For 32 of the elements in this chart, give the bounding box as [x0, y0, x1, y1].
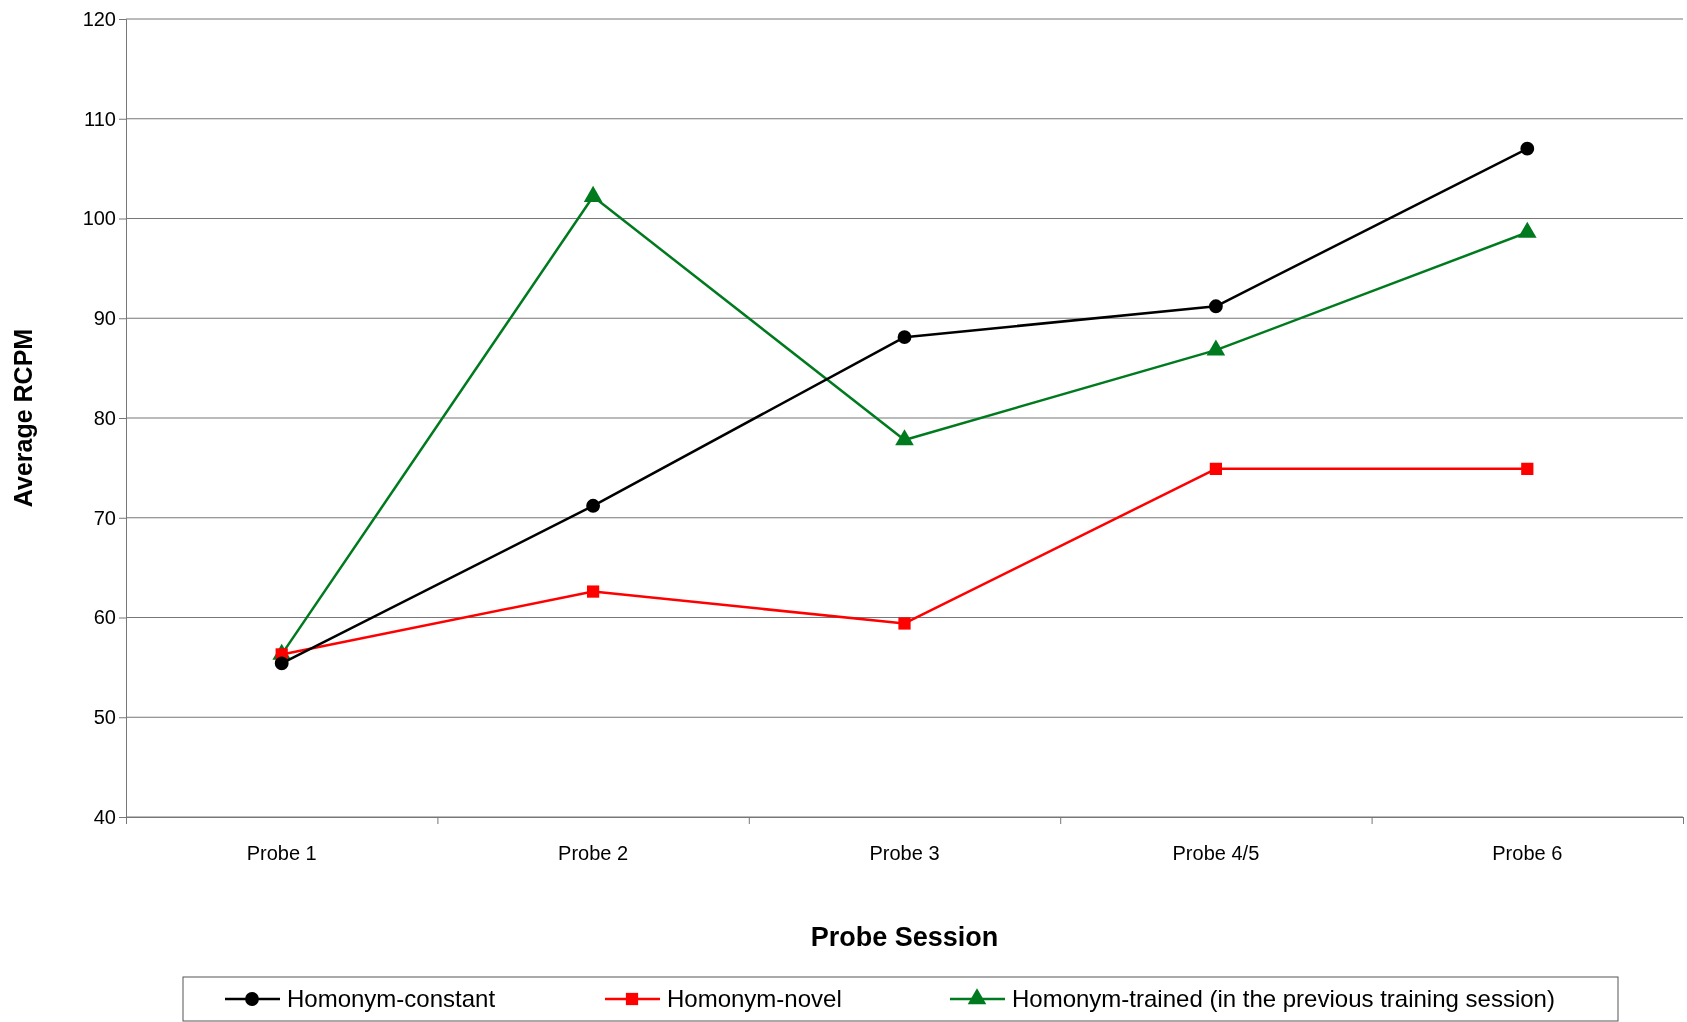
point [586, 498, 601, 513]
x-tick-label: Probe 4/5 [1172, 842, 1260, 864]
y-tick-label: 80 [93, 406, 116, 429]
point [1521, 462, 1534, 475]
x-axis-title: Probe Session [810, 922, 999, 952]
y-tick-label: 70 [93, 506, 116, 529]
y-tick-label: 40 [93, 805, 116, 828]
y-tick-label: 60 [93, 606, 116, 629]
y-tick-label: 110 [84, 107, 116, 130]
y-tick-label: 90 [93, 307, 116, 330]
x-tick-label: Probe 6 [1492, 842, 1563, 864]
point [583, 185, 603, 202]
point [586, 585, 600, 598]
x-tick-label: Probe 2 [558, 842, 629, 864]
point [1520, 141, 1535, 156]
point [1517, 221, 1537, 238]
y-axis-title: Average RCPM [9, 328, 37, 508]
point [1209, 462, 1223, 475]
point [1206, 339, 1226, 356]
y-tick-label: 100 [82, 207, 116, 230]
point [1208, 299, 1223, 314]
x-tick-label: Probe 3 [869, 842, 940, 864]
y-tick-label: 50 [93, 706, 116, 729]
legend-label: Homonym-constant [287, 985, 496, 1012]
point [898, 617, 911, 630]
y-tick-label: 120 [82, 7, 116, 30]
legend-label: Homonym-trained (in the previous training session) [1012, 985, 1555, 1012]
point [897, 330, 912, 345]
legend-label: Homonym-novel [667, 985, 842, 1012]
point [274, 656, 289, 671]
point [895, 429, 914, 446]
x-tick-label: Probe 1 [246, 842, 317, 864]
